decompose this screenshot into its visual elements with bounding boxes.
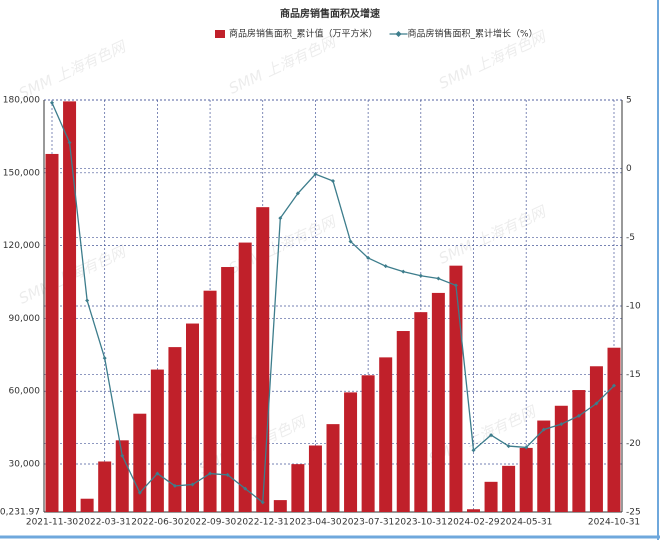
- legend-label: 商品房销售面积_累计增长（%）: [408, 28, 538, 40]
- legend-label: 商品房销售面积_累计值（万平方米）: [229, 28, 378, 40]
- bar: [326, 424, 340, 512]
- x-tick-label: 2023-07-31: [342, 518, 394, 528]
- bar: [607, 347, 621, 512]
- marker: [383, 264, 388, 269]
- marker: [278, 216, 283, 221]
- y-tick-label: 90,000: [9, 314, 41, 324]
- bar: [115, 440, 129, 512]
- marker: [102, 356, 107, 361]
- marker: [418, 273, 423, 278]
- marker: [453, 283, 458, 288]
- y-tick-label: 180,000: [3, 96, 40, 106]
- bar: [221, 267, 235, 512]
- y2-tick-label: -20: [626, 439, 641, 449]
- bar: [396, 331, 410, 512]
- y-tick-label: 30,000: [9, 460, 41, 470]
- bar: [519, 447, 533, 512]
- bar: [431, 292, 445, 512]
- marker: [137, 490, 142, 495]
- y-tick-label: 120,000: [3, 241, 40, 251]
- x-tick-label: 2024-02-29: [447, 518, 500, 528]
- marker: [541, 427, 546, 432]
- marker: [471, 448, 476, 453]
- bar: [484, 481, 498, 512]
- marker: [524, 445, 529, 450]
- marker: [295, 191, 300, 196]
- marker: [172, 483, 177, 488]
- marker: [489, 433, 494, 438]
- y-tick-label: 60,000: [9, 387, 41, 397]
- x-tick-label: 2024-05-31: [500, 518, 552, 528]
- bar: [150, 369, 164, 512]
- y-tick-label: 10,231.97: [0, 508, 40, 518]
- x-tick-label: 2022-12-31: [237, 518, 289, 528]
- bar: [502, 465, 516, 512]
- y2-tick-label: 0: [626, 164, 632, 174]
- marker: [506, 444, 511, 449]
- marker: [436, 276, 441, 281]
- marker: [190, 482, 195, 487]
- marker: [348, 239, 353, 244]
- bar: [238, 242, 252, 512]
- x-tick-label: 2022-09-30: [184, 518, 237, 528]
- bar: [256, 207, 270, 512]
- bar: [379, 357, 393, 512]
- marker: [313, 172, 318, 177]
- marker: [208, 471, 213, 476]
- bar: [572, 390, 586, 512]
- bar: [168, 347, 182, 512]
- y2-tick-label: -5: [626, 233, 635, 243]
- bar: [203, 290, 217, 512]
- marker: [50, 100, 54, 105]
- marker: [401, 269, 406, 274]
- bar: [98, 461, 112, 512]
- marker: [366, 255, 371, 260]
- marker: [155, 471, 160, 476]
- bar: [537, 420, 551, 512]
- bar: [361, 375, 375, 512]
- bar: [63, 101, 77, 512]
- x-tick-label: 2021-11-30: [26, 518, 79, 528]
- bar: [449, 265, 463, 512]
- bar: [133, 413, 147, 512]
- x-tick-label: 2022-06-30: [131, 518, 184, 528]
- bar: [273, 500, 287, 512]
- marker: [559, 422, 564, 427]
- marker: [612, 383, 616, 388]
- x-tick-label: 2023-10-31: [395, 518, 447, 528]
- bar: [589, 366, 603, 512]
- marker: [594, 401, 599, 406]
- y2-tick-label: -25: [626, 508, 641, 518]
- marker: [576, 413, 581, 418]
- bar: [186, 323, 199, 512]
- chart-title: 商品房销售面积及增速: [280, 7, 380, 20]
- x-tick-label: 2023-04-30: [289, 518, 342, 528]
- marker: [85, 298, 90, 303]
- y2-tick-label: -15: [626, 370, 641, 380]
- marker: [260, 500, 265, 505]
- marker: [243, 486, 248, 491]
- marker: [67, 140, 72, 145]
- marker: [120, 453, 125, 458]
- x-tick-label: 2022-03-31: [79, 518, 131, 528]
- y2-tick-label: -10: [626, 302, 641, 312]
- marker: [331, 179, 335, 184]
- y-tick-label: 150,000: [3, 168, 40, 178]
- y2-tick-label: 5: [626, 96, 632, 106]
- bar: [467, 509, 480, 512]
- bar: [308, 445, 322, 512]
- bar: [344, 392, 358, 512]
- bar: [414, 312, 428, 512]
- legend-swatch: [395, 31, 402, 37]
- bar: [291, 464, 305, 512]
- bar: [45, 153, 59, 512]
- bar: [554, 405, 568, 512]
- bar: [80, 498, 94, 512]
- marker: [225, 472, 230, 477]
- legend-swatch: [215, 30, 225, 38]
- x-tick-label: 2024-10-31: [588, 518, 640, 528]
